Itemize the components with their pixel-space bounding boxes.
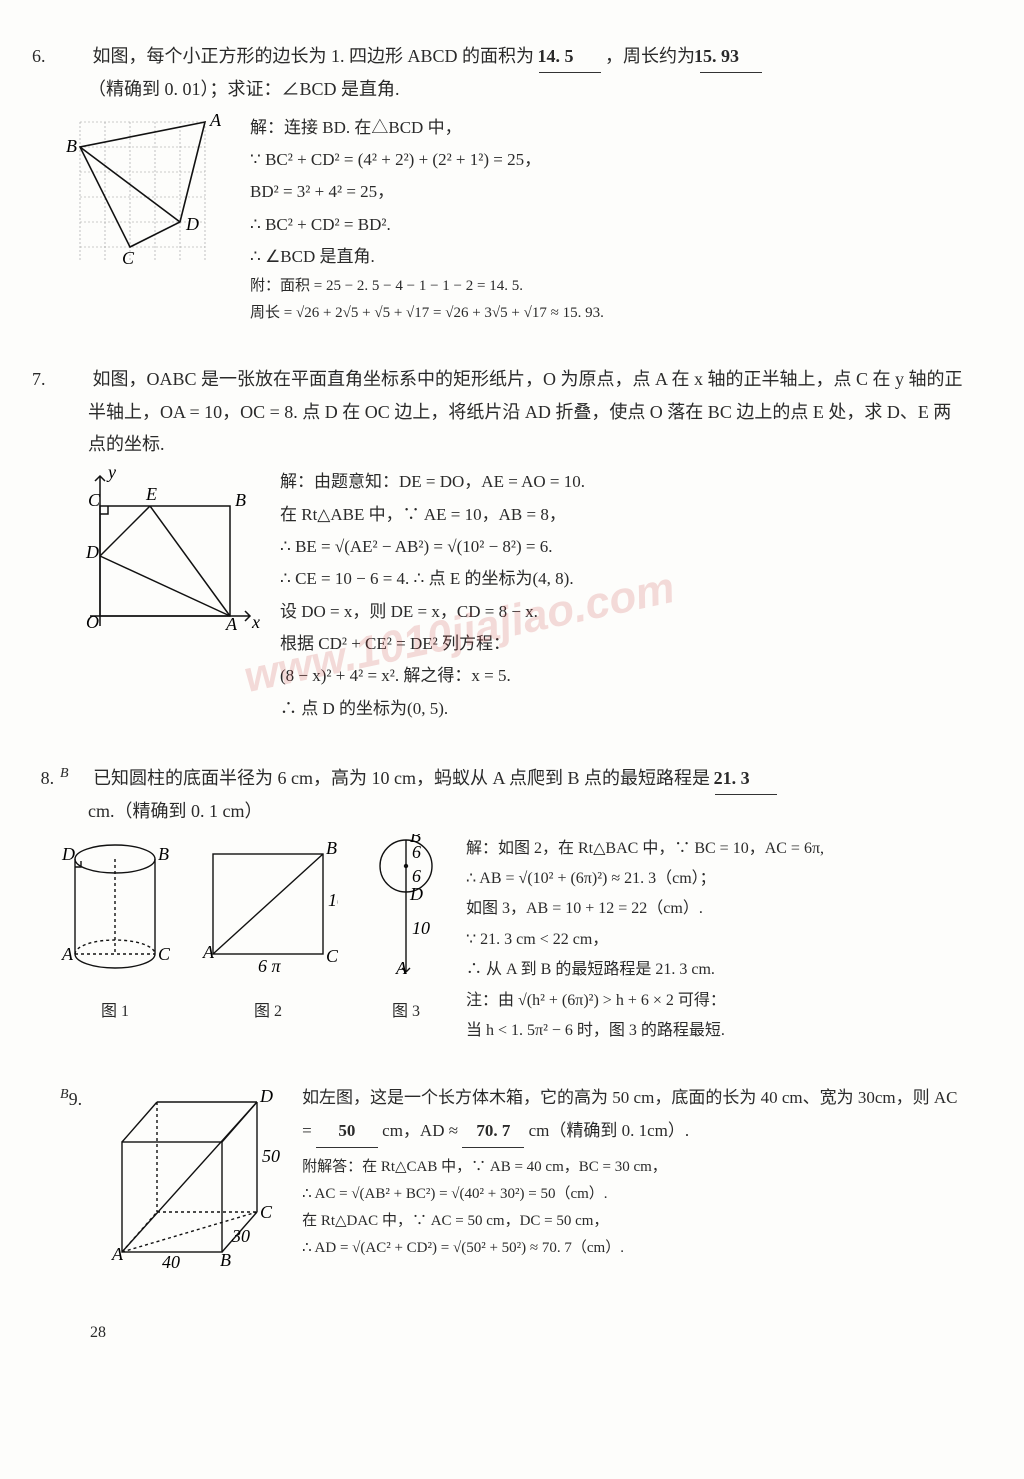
svg-text:O: O <box>86 612 99 632</box>
svg-text:B: B <box>326 838 337 858</box>
stem-text: cm，AD ≈ <box>382 1121 458 1140</box>
problem-7: 7. 如图，OABC 是一张放在平面直角坐标系中的矩形纸片，O 为原点，点 A … <box>60 363 964 725</box>
prob-num: 9. <box>69 1089 83 1109</box>
sol-line: 解：连接 BD. 在△BCD 中， <box>250 112 964 144</box>
svg-text:A: A <box>209 112 222 130</box>
figure-6: A B C D <box>60 112 230 282</box>
solution-7: 解：由题意知：DE = DO，AE = AO = 10. 在 Rt△ABE 中，… <box>280 466 964 724</box>
svg-text:6 π: 6 π <box>258 956 282 976</box>
stem-text: 已知圆柱的底面半径为 6 cm，高为 10 cm，蚂蚁从 A 点爬到 B 点的最… <box>93 768 710 788</box>
blank-ad: 70. 7 <box>462 1115 524 1148</box>
problem-8-stem: B8. 已知圆柱的底面半径为 6 cm，高为 10 cm，蚂蚁从 A 点爬到 B… <box>60 761 964 828</box>
figures-8: D B A C 图 1 A B C 6 π 10 <box>60 834 446 1027</box>
blank-ac: 50 <box>316 1115 378 1148</box>
svg-text:40: 40 <box>162 1252 180 1272</box>
svg-text:C: C <box>88 490 101 510</box>
svg-text:B: B <box>66 136 77 156</box>
svg-text:6: 6 <box>412 842 421 862</box>
solution-6: 解：连接 BD. 在△BCD 中， ∵ BC² + CD² = (4² + 2²… <box>250 112 964 327</box>
sol-line: ∴ ∠BCD 是直角. <box>250 241 964 273</box>
svg-text:10: 10 <box>412 918 430 938</box>
svg-text:50: 50 <box>262 1146 280 1166</box>
svg-text:y: y <box>106 466 116 482</box>
blank-area: 14. 5 <box>539 40 601 73</box>
stem-text: 如图，OABC 是一张放在平面直角坐标系中的矩形纸片，O 为原点，点 A 在 x… <box>88 369 963 454</box>
svg-text:C: C <box>326 946 338 966</box>
solution-8: 解：如图 2，在 Rt△BAC 中，∵ BC = 10，AC = 6π, ∴ A… <box>466 834 964 1047</box>
problem-6: 6. 如图，每个小正方形的边长为 1. 四边形 ABCD 的面积为 14. 5 … <box>60 40 964 327</box>
svg-text:C: C <box>158 944 170 964</box>
fig-caption: 图 3 <box>366 998 446 1027</box>
svg-text:D: D <box>185 214 199 234</box>
problem-7-stem: 7. 如图，OABC 是一张放在平面直角坐标系中的矩形纸片，O 为原点，点 A … <box>60 363 964 460</box>
stem-text: （精确到 0. 01）；求证：∠BCD 是直角. <box>88 79 400 99</box>
problem-8: B8. 已知圆柱的底面半径为 6 cm，高为 10 cm，蚂蚁从 A 点爬到 B… <box>60 761 964 1047</box>
prob-num: 7. <box>60 363 88 395</box>
svg-text:A: A <box>111 1244 124 1264</box>
prob-num: 6. <box>60 40 88 72</box>
fig-caption: 图 2 <box>198 998 338 1027</box>
svg-text:B: B <box>235 490 246 510</box>
svg-text:D: D <box>259 1086 273 1106</box>
blank-perim: 15. 93 <box>700 40 762 73</box>
svg-text:D: D <box>409 884 423 904</box>
sol-line: ∵ BC² + CD² = (4² + 2²) + (2² + 1²) = 25… <box>250 144 964 176</box>
svg-text:A: A <box>225 614 238 634</box>
stem-text: cm（精确到 0. 1cm）. <box>529 1121 690 1140</box>
sol-line: ∴ BC² + CD² = BD². <box>250 209 964 241</box>
svg-text:C: C <box>260 1202 273 1222</box>
figure-7: y C E B D O A x <box>60 466 260 646</box>
svg-text:D: D <box>61 844 75 864</box>
svg-text:E: E <box>145 484 157 504</box>
stem-text: 如图，每个小正方形的边长为 1. 四边形 ABCD 的面积为 <box>93 46 535 66</box>
svg-text:x: x <box>251 612 260 632</box>
note: 附：面积 = 25 − 2. 5 − 4 − 1 − 1 − 2 = 14. 5… <box>250 273 964 327</box>
fig-caption: 图 1 <box>60 998 170 1027</box>
svg-text:B: B <box>220 1250 231 1270</box>
svg-text:A: A <box>61 944 74 964</box>
prob-num: 8. <box>69 762 89 794</box>
svg-text:C: C <box>122 248 135 268</box>
note: 附解答：在 Rt△CAB 中，∵ AB = 40 cm，BC = 30 cm， … <box>302 1154 964 1262</box>
svg-text:D: D <box>85 542 99 562</box>
svg-text:6: 6 <box>412 866 421 886</box>
sup-label: B <box>60 766 69 781</box>
stem-text: ，周长约为 <box>605 46 695 66</box>
sup-label: B <box>60 1087 69 1102</box>
svg-text:B: B <box>158 844 169 864</box>
sol-line: BD² = 3² + 4² = 25， <box>250 176 964 208</box>
svg-text:30: 30 <box>231 1226 250 1246</box>
page-number: 28 <box>90 1319 964 1348</box>
svg-text:A: A <box>395 958 408 978</box>
svg-text:10: 10 <box>328 890 338 910</box>
problem-9-body: 如左图，这是一个长方体木箱，它的高为 50 cm，底面的长为 40 cm、宽为 … <box>302 1082 964 1262</box>
problem-9: B9. D C A B <box>60 1082 964 1282</box>
stem-text: cm.（精确到 0. 1 cm） <box>88 801 262 821</box>
svg-text:A: A <box>202 942 215 962</box>
blank-dist: 21. 3 <box>715 762 777 795</box>
problem-6-stem: 6. 如图，每个小正方形的边长为 1. 四边形 ABCD 的面积为 14. 5 … <box>60 40 964 106</box>
figure-9: D C A B 40 30 50 <box>102 1082 282 1282</box>
